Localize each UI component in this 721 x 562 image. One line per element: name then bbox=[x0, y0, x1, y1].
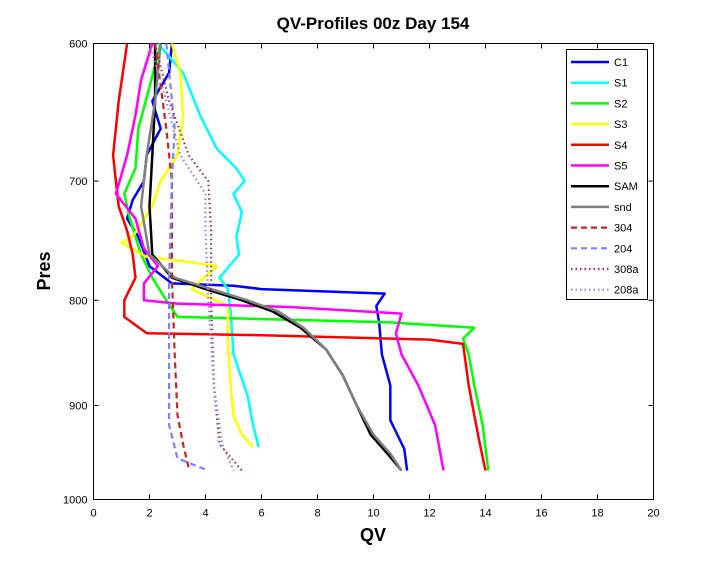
legend-label-208a: 208a bbox=[614, 285, 639, 297]
legend-label-S1: S1 bbox=[614, 78, 627, 90]
y-tick-label: 700 bbox=[69, 176, 87, 188]
legend-box bbox=[567, 50, 648, 300]
legend: C1 S1 S2 S3 S4 S5 SAM snd 304 204 308a 208a bbox=[567, 50, 648, 300]
y-tick-label: 900 bbox=[69, 400, 87, 412]
y-tick-label: 800 bbox=[69, 295, 87, 307]
x-tick-label: 8 bbox=[314, 508, 320, 520]
legend-label-C1: C1 bbox=[614, 57, 628, 69]
legend-label-S5: S5 bbox=[614, 161, 627, 173]
x-tick-label: 12 bbox=[423, 508, 435, 520]
legend-label-S4: S4 bbox=[614, 140, 627, 152]
x-tick-label: 14 bbox=[479, 508, 491, 520]
y-tick-label: 1000 bbox=[63, 495, 87, 507]
legend-label-S3: S3 bbox=[614, 119, 627, 131]
x-tick-label: 10 bbox=[367, 508, 379, 520]
legend-label-304: 304 bbox=[614, 223, 632, 235]
x-tick-label: 18 bbox=[591, 508, 603, 520]
x-axis-label: QV bbox=[360, 525, 386, 545]
legend-label-308a: 308a bbox=[614, 264, 639, 276]
legend-label-204: 204 bbox=[614, 243, 632, 255]
legend-label-snd: snd bbox=[614, 202, 632, 214]
y-tick-label: 600 bbox=[69, 39, 87, 51]
x-tick-label: 6 bbox=[258, 508, 264, 520]
x-tick-label: 20 bbox=[647, 508, 659, 520]
legend-label-SAM: SAM bbox=[614, 181, 638, 193]
x-tick-label: 2 bbox=[146, 508, 152, 520]
x-tick-label: 16 bbox=[535, 508, 547, 520]
chart-title: QV-Profiles 00z Day 154 bbox=[277, 14, 470, 33]
qv-profiles-chart: QV-Profiles 00z Day 154 0 2 4 6 8 10 12 14 16 18 2… bbox=[0, 0, 721, 562]
legend-label-S2: S2 bbox=[614, 98, 627, 110]
x-tick-label: 4 bbox=[202, 508, 208, 520]
x-tick-label: 0 bbox=[90, 508, 96, 520]
y-axis-label: Pres bbox=[34, 251, 54, 290]
